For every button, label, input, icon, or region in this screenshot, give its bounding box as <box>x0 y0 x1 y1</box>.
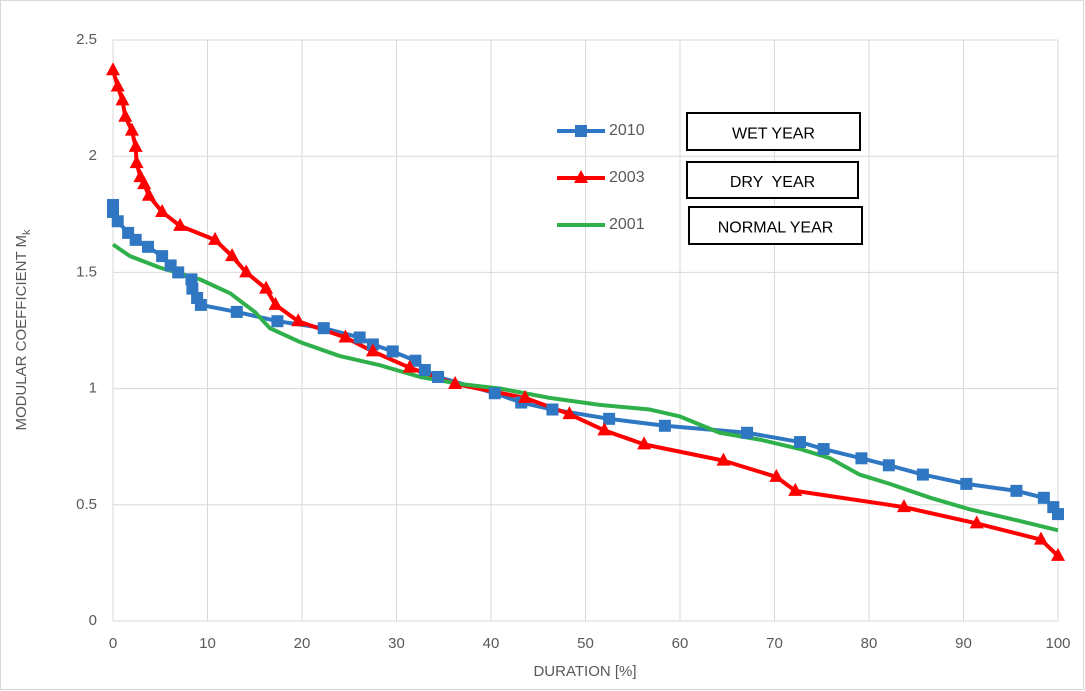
data-point <box>855 452 868 465</box>
data-point <box>882 459 895 472</box>
data-point <box>969 515 984 529</box>
data-point <box>129 233 142 246</box>
data-point <box>418 364 431 377</box>
data-point <box>291 313 306 327</box>
data-point <box>518 389 533 403</box>
data-point <box>658 419 671 432</box>
annotation-text: DRY YEAR <box>730 174 815 191</box>
data-point <box>230 305 243 318</box>
data-point <box>597 422 612 436</box>
data-point <box>603 412 616 425</box>
y-axis-label-subscript: k <box>21 229 33 235</box>
data-point <box>916 468 929 481</box>
data-point <box>402 359 417 373</box>
data-point <box>155 203 170 217</box>
x-tick-label: 70 <box>766 635 783 652</box>
y-axis-label-main: MODULAR COEFFICIENT M <box>13 235 30 431</box>
data-point <box>185 273 198 286</box>
x-tick-label: 10 <box>199 635 216 652</box>
x-axis-label: DURATION [%] <box>533 663 636 680</box>
x-tick-label: 40 <box>483 635 500 652</box>
x-tick-label: 90 <box>955 635 972 652</box>
y-axis-label: MODULAR COEFFICIENT Mk <box>13 229 33 431</box>
data-point <box>172 266 185 279</box>
y-tick-label: 1 <box>89 380 97 397</box>
data-point <box>386 345 399 358</box>
annotation-text: WET YEAR <box>732 126 815 143</box>
y-tick-label: 0 <box>89 612 97 629</box>
data-point <box>111 215 124 228</box>
x-tick-label: 100 <box>1045 635 1070 652</box>
data-point <box>271 315 284 328</box>
legend-label: 2010 <box>609 122 645 139</box>
x-tick-label: 50 <box>577 635 594 652</box>
data-point <box>769 468 784 482</box>
legend-label: 2003 <box>609 169 645 186</box>
y-tick-label: 2.5 <box>76 31 97 48</box>
y-tick-label: 0.5 <box>76 496 97 513</box>
data-point <box>239 264 254 278</box>
data-point <box>1010 484 1023 497</box>
data-point <box>741 426 754 439</box>
y-tick-label: 2 <box>89 147 97 164</box>
data-point <box>186 282 199 295</box>
data-point <box>794 436 807 449</box>
data-point <box>141 240 154 253</box>
data-point <box>788 482 803 496</box>
data-point <box>268 296 283 310</box>
x-tick-label: 60 <box>672 635 689 652</box>
data-point <box>137 176 152 190</box>
data-point <box>1051 547 1065 561</box>
data-point <box>128 138 143 152</box>
data-point <box>110 78 125 92</box>
series-line <box>111 242 1059 533</box>
data-point <box>960 477 973 490</box>
data-point <box>488 387 501 400</box>
annotation-box <box>688 206 863 245</box>
data-point <box>225 248 240 262</box>
x-tick-label: 20 <box>294 635 311 652</box>
data-point <box>208 231 223 245</box>
x-tick-label: 30 <box>388 635 405 652</box>
annotation-box <box>686 112 861 151</box>
data-point <box>432 370 445 383</box>
data-point <box>129 155 144 169</box>
data-point <box>118 108 133 122</box>
data-point <box>546 403 559 416</box>
data-point <box>173 217 188 231</box>
data-point <box>106 62 120 76</box>
data-point <box>448 375 463 389</box>
data-point <box>1052 508 1064 521</box>
legend-marker <box>574 170 588 183</box>
data-point <box>562 406 577 420</box>
data-point <box>259 280 274 294</box>
data-point <box>896 499 911 513</box>
data-point <box>637 436 652 450</box>
data-point <box>107 205 119 218</box>
data-point <box>122 226 135 239</box>
legend-marker <box>575 125 587 137</box>
data-point <box>353 331 366 344</box>
data-point <box>1037 491 1050 504</box>
legend-label: 2001 <box>609 216 645 233</box>
data-point <box>338 329 353 343</box>
annotation-text: NORMAL YEAR <box>718 220 834 237</box>
data-point <box>1033 531 1048 545</box>
data-point <box>156 250 169 263</box>
data-point <box>141 187 156 201</box>
data-point <box>365 343 380 357</box>
data-point <box>817 443 830 456</box>
x-tick-label: 80 <box>861 635 878 652</box>
data-point <box>409 354 422 367</box>
data-point <box>124 122 139 136</box>
data-point <box>716 452 731 466</box>
annotation-box <box>686 161 859 199</box>
y-tick-label: 1.5 <box>76 263 97 280</box>
data-point <box>194 298 207 311</box>
data-point <box>317 322 330 335</box>
data-point <box>115 92 130 106</box>
x-tick-label: 0 <box>109 635 117 652</box>
